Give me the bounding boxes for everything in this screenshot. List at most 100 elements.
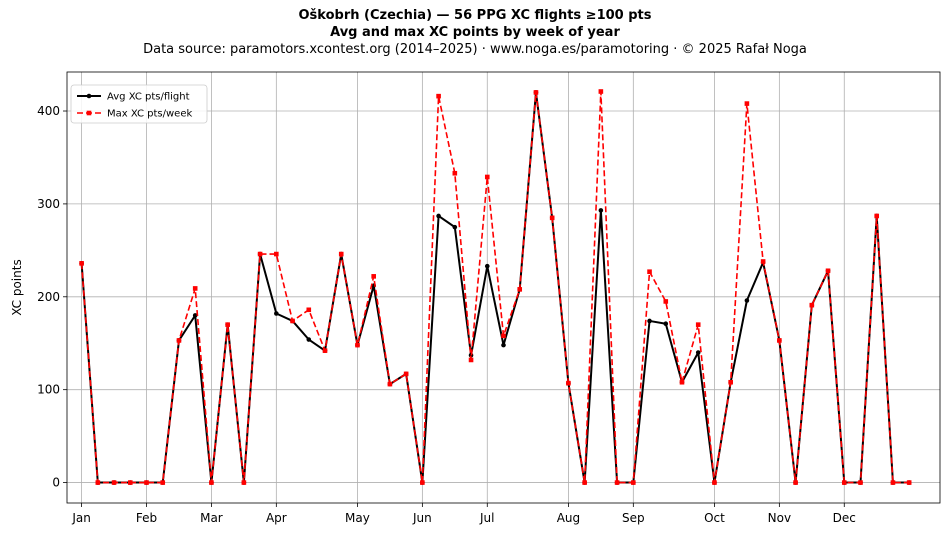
data-point (712, 480, 717, 485)
chart-title: Oškobrh (Czechia) — 56 PPG XC flights ≥1… (298, 8, 652, 23)
data-point (631, 480, 636, 485)
x-tick-label: Mar (200, 511, 223, 525)
x-tick-label: Jun (412, 511, 432, 525)
data-point (144, 480, 149, 485)
x-axis-ticks: Jan Feb Mar Apr May Jun Jul Aug Sep Oct Nov Dec (71, 503, 856, 525)
data-point (663, 299, 669, 304)
data-point (501, 342, 506, 348)
data-point (484, 174, 490, 180)
data-point (290, 318, 295, 324)
x-tick-label: Jul (479, 511, 494, 525)
data-point (127, 480, 133, 485)
data-point (566, 380, 571, 386)
data-point (160, 480, 166, 485)
series-line (80, 91, 910, 484)
data-point (549, 215, 555, 221)
data-point (274, 251, 279, 257)
series-0 (79, 90, 912, 485)
data-point (695, 350, 701, 355)
data-point (225, 322, 230, 327)
data-point (95, 480, 101, 485)
data-point (484, 263, 490, 269)
series-layer (79, 89, 912, 485)
x-tick-label: Aug (557, 511, 580, 525)
data-point (501, 333, 506, 339)
data-point (387, 381, 393, 387)
data-point (420, 480, 425, 485)
data-point (614, 480, 620, 485)
data-point (647, 318, 652, 324)
data-point (436, 213, 441, 219)
data-point (728, 379, 733, 385)
legend-marker (86, 110, 92, 116)
y-tick-label: 300 (37, 197, 60, 211)
data-point (192, 286, 198, 291)
data-point (906, 480, 912, 485)
legend-label: Avg XC pts/flight (107, 92, 190, 103)
data-point (468, 357, 474, 363)
data-point (777, 338, 782, 343)
x-tick-label: Sep (622, 511, 645, 525)
data-point (306, 307, 312, 313)
data-point (338, 251, 344, 257)
series-line (80, 90, 910, 484)
legend-label: Max XC pts/week (107, 109, 192, 120)
data-point (403, 371, 409, 377)
chart-subtitle: Avg and max XC points by week of year (330, 25, 620, 40)
y-tick-label: 0 (52, 476, 60, 490)
data-point (841, 480, 847, 485)
y-tick-label: 200 (37, 290, 60, 304)
data-point (452, 224, 458, 230)
data-point (825, 268, 831, 274)
data-point (192, 313, 198, 318)
data-point (760, 259, 766, 264)
data-point (874, 213, 880, 219)
data-point (663, 321, 669, 327)
y-tick-label: 400 (37, 104, 60, 118)
data-point (679, 379, 685, 385)
data-point (598, 89, 604, 94)
data-point (306, 337, 312, 342)
data-point (598, 208, 604, 213)
x-tick-label: Feb (136, 511, 157, 525)
data-point (274, 311, 279, 316)
legend-box (70, 84, 208, 124)
data-point (533, 90, 539, 95)
plot-frame (66, 71, 941, 504)
legend-marker (86, 93, 92, 99)
data-point (517, 287, 523, 292)
data-point (647, 269, 652, 275)
data-point (695, 322, 701, 327)
y-axis-label: XC points (10, 259, 24, 315)
x-tick-label: Nov (768, 511, 791, 525)
y-tick-label: 100 (37, 383, 60, 397)
x-tick-label: May (345, 511, 370, 525)
data-point (355, 342, 360, 348)
data-point (436, 93, 441, 99)
data-point (79, 261, 84, 266)
data-point (371, 274, 376, 279)
data-point (322, 348, 328, 353)
data-point (176, 338, 182, 343)
data-point (793, 480, 798, 485)
x-tick-label: Dec (833, 511, 856, 525)
chart-source: Data source: paramotors.xcontest.org (20… (143, 42, 807, 57)
x-tick-label: Oct (704, 511, 725, 525)
data-point (257, 251, 263, 257)
x-tick-label: Apr (266, 511, 287, 525)
data-point (890, 480, 896, 485)
data-point (111, 480, 117, 485)
data-point (241, 480, 247, 485)
data-point (209, 480, 214, 485)
grid-lines (67, 72, 940, 503)
data-point (809, 302, 815, 308)
legend: Avg XC pts/flight Max XC pts/week (70, 84, 208, 124)
y-axis-ticks: 0 100 200 300 400 (37, 104, 67, 490)
data-point (452, 170, 458, 176)
x-tick-label: Jan (71, 511, 91, 525)
data-point (858, 480, 863, 485)
data-point (744, 298, 750, 303)
series-1 (79, 89, 912, 485)
data-point (744, 101, 750, 106)
